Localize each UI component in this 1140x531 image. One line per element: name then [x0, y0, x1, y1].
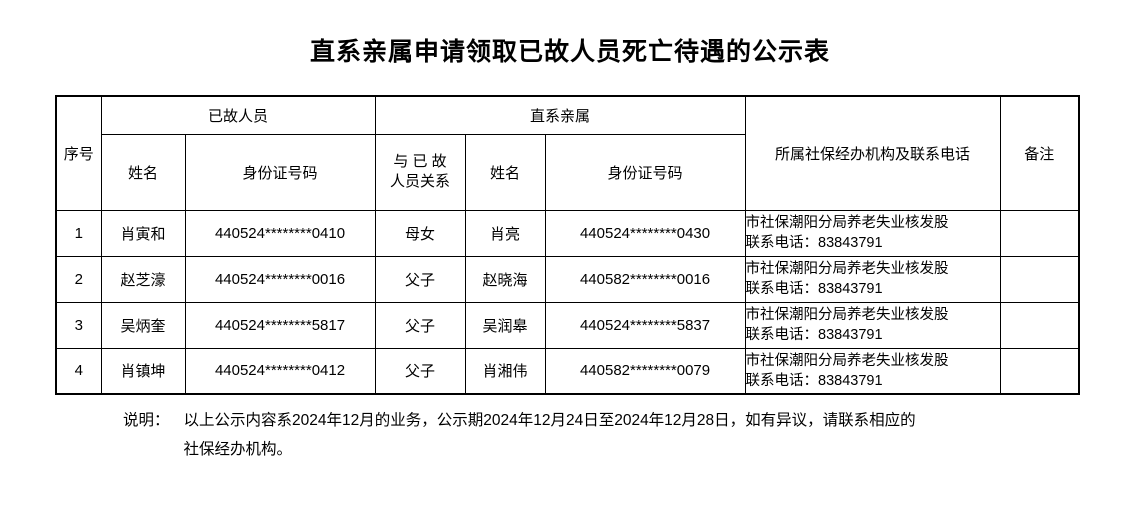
header-deceased-name: 姓名	[100, 133, 186, 211]
relation-cell: 父子	[374, 255, 466, 303]
table-body: 1 肖寅和 440524********0410 母女 肖亮 440524********…	[55, 209, 1080, 395]
relative-name-cell: 肖亮	[464, 209, 546, 257]
deceased-name-cell: 赵芝濠	[100, 255, 186, 303]
header-agency: 所属社保经办机构及联系电话	[744, 95, 1001, 211]
relative-id-cell: 440582********0016	[544, 255, 746, 303]
deceased-name-cell: 肖镇坤	[100, 347, 186, 395]
header-relative-group: 直系亲属	[374, 95, 746, 135]
deceased-id-cell: 440524********0016	[184, 255, 376, 303]
remark-cell	[999, 255, 1080, 303]
agency-cell: 市社保潮阳分局养老失业核发股 联系电话：83843791	[744, 209, 1001, 257]
header-remark: 备注	[999, 95, 1080, 211]
note-label: 说明：	[123, 412, 170, 429]
table-row: 3 吴炳奎 440524********5817 父子 吴润皋 440524*******…	[55, 301, 1080, 349]
seq-cell: 4	[55, 347, 102, 395]
deceased-id-cell: 440524********5817	[184, 301, 376, 349]
header-row-group: 序号 已故人员 直系亲属 所属社保经办机构及联系电话 备注	[55, 95, 1080, 211]
table-row: 4 肖镇坤 440524********0412 父子 肖湘伟 440582*******…	[55, 347, 1080, 395]
remark-cell	[999, 301, 1080, 349]
seq-cell: 1	[55, 209, 102, 257]
note-text: 以上公示内容系2024年12月的业务，公示期2024年12月24日至2024年1…	[184, 406, 916, 464]
header-deceased-group: 已故人员	[100, 95, 376, 135]
relative-name-cell: 赵晓海	[464, 255, 546, 303]
relative-name-cell: 肖湘伟	[464, 347, 546, 395]
agency-cell: 市社保潮阳分局养老失业核发股 联系电话：83843791	[744, 347, 1001, 395]
header-row-sub: 姓名 身份证号码 与 已 故 人员关系 姓名 身份证号码	[56, 133, 1079, 211]
header-relative-id: 身份证号码	[544, 133, 746, 211]
relative-id-cell: 440524********0430	[544, 209, 746, 257]
agency-cell: 市社保潮阳分局养老失业核发股 联系电话：83843791	[744, 301, 1001, 349]
relation-cell: 母女	[374, 209, 466, 257]
header-relation-line1: 与 已 故	[393, 153, 447, 170]
deceased-name-cell: 吴炳奎	[100, 301, 186, 349]
relative-id-cell: 440524********5837	[544, 301, 746, 349]
seq-cell: 2	[55, 255, 102, 303]
page-title: 直系亲属申请领取已故人员死亡待遇的公示表	[309, 38, 830, 66]
notice-table: 序号 已故人员 直系亲属 所属社保经办机构及联系电话 备注 姓名 身份证号码 与…	[55, 95, 1081, 395]
deceased-id-cell: 440524********0410	[184, 209, 376, 257]
header-seq: 序号	[55, 95, 102, 211]
relation-cell: 父子	[374, 347, 466, 395]
remark-cell	[999, 347, 1080, 395]
deceased-name-cell: 肖寅和	[100, 209, 186, 257]
relative-name-cell: 吴润皋	[464, 301, 546, 349]
header-deceased-id: 身份证号码	[184, 133, 376, 211]
agency-cell: 市社保潮阳分局养老失业核发股 联系电话：83843791	[744, 255, 1001, 303]
deceased-id-cell: 440524********0412	[184, 347, 376, 395]
relative-id-cell: 440582********0079	[544, 347, 746, 395]
remark-cell	[999, 209, 1080, 257]
header-relation-line2: 人员关系	[390, 173, 451, 190]
note-line1: 以上公示内容系2024年12月的业务，公示期2024年12月24日至2024年1…	[183, 412, 916, 429]
note-line2: 社保经办机构。	[183, 441, 293, 458]
note: 说明： 以上公示内容系2024年12月的业务，公示期2024年12月24日至20…	[123, 406, 1140, 464]
header-relation: 与 已 故 人员关系	[374, 133, 466, 211]
table-header: 序号 已故人员 直系亲属 所属社保经办机构及联系电话 备注 姓名 身份证号码 与…	[55, 95, 1080, 211]
seq-cell: 3	[55, 301, 102, 349]
header-relative-name: 姓名	[464, 133, 546, 211]
table-row: 1 肖寅和 440524********0410 母女 肖亮 440524********…	[55, 209, 1080, 257]
table-row: 2 赵芝濠 440524********0016 父子 赵晓海 440582*******…	[55, 255, 1080, 303]
relation-cell: 父子	[374, 301, 466, 349]
